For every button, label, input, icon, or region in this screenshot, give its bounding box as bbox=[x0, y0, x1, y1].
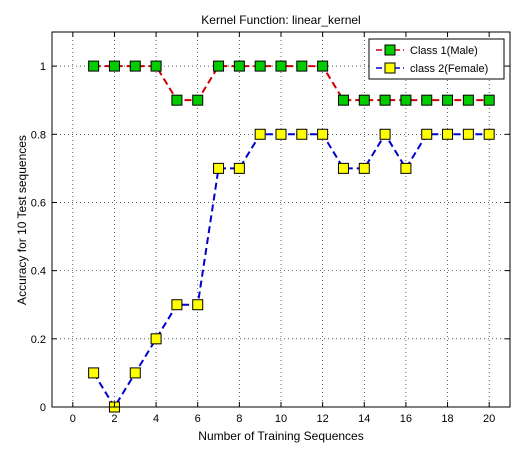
data-point-male bbox=[213, 60, 225, 72]
data-point-male bbox=[108, 60, 120, 72]
data-point-female bbox=[254, 128, 266, 140]
data-point-female bbox=[171, 299, 183, 311]
x-tick-label: 8 bbox=[236, 413, 242, 425]
chart-title: Kernel Function: linear_kernel bbox=[201, 13, 360, 27]
data-point-female bbox=[275, 128, 287, 140]
data-point-female bbox=[296, 128, 308, 140]
data-point-male bbox=[171, 94, 183, 106]
y-tick-label: 0.6 bbox=[31, 197, 46, 209]
x-axis-ticks: 0 2 4 6 8 10 12 14 16 18 20 bbox=[70, 32, 495, 425]
x-tick-label: 4 bbox=[153, 413, 159, 425]
data-point-male bbox=[296, 60, 308, 72]
data-point-male bbox=[421, 94, 433, 106]
data-point-male bbox=[233, 60, 245, 72]
data-point-male bbox=[483, 94, 495, 106]
data-point-female bbox=[442, 128, 454, 140]
data-point-male bbox=[358, 94, 370, 106]
data-point-female bbox=[483, 128, 495, 140]
data-point-female bbox=[88, 367, 100, 379]
data-point-female bbox=[317, 128, 329, 140]
x-tick-label: 10 bbox=[275, 413, 287, 425]
data-point-male bbox=[337, 94, 349, 106]
y-tick-label: 0.8 bbox=[31, 129, 46, 141]
x-axis-label: Number of Training Sequences bbox=[198, 429, 363, 443]
data-point-male bbox=[462, 94, 474, 106]
data-point-female bbox=[421, 128, 433, 140]
x-tick-label: 16 bbox=[400, 413, 412, 425]
legend-marker-female bbox=[384, 62, 396, 74]
y-tick-label: 0 bbox=[40, 402, 46, 414]
data-point-female bbox=[337, 162, 349, 174]
legend: Class 1(Male) class 2(Female) bbox=[368, 38, 505, 80]
data-point-male bbox=[317, 60, 329, 72]
legend-label-male: Class 1(Male) bbox=[410, 45, 478, 57]
x-tick-label: 0 bbox=[70, 413, 76, 425]
data-point-female bbox=[129, 367, 141, 379]
x-tick-label: 12 bbox=[317, 413, 329, 425]
x-tick-label: 14 bbox=[358, 413, 370, 425]
data-point-male bbox=[379, 94, 391, 106]
series-line-female bbox=[92, 132, 490, 409]
y-axis-ticks: 0 0.2 0.4 0.6 0.8 1 bbox=[31, 61, 510, 414]
data-point-male bbox=[192, 94, 204, 106]
data-point-female bbox=[213, 162, 225, 174]
data-point-female bbox=[462, 128, 474, 140]
x-tick-label: 2 bbox=[111, 413, 117, 425]
legend-label-female: class 2(Female) bbox=[410, 63, 488, 75]
data-point-female bbox=[379, 128, 391, 140]
data-point-male bbox=[88, 60, 100, 72]
data-point-female bbox=[233, 162, 245, 174]
data-point-male bbox=[254, 60, 266, 72]
x-tick-label: 6 bbox=[195, 413, 201, 425]
data-point-male bbox=[275, 60, 287, 72]
data-point-female bbox=[400, 162, 412, 174]
data-point-male bbox=[442, 94, 454, 106]
data-point-male bbox=[150, 60, 162, 72]
data-point-female bbox=[150, 333, 162, 345]
x-tick-label: 18 bbox=[441, 413, 453, 425]
y-axis-label: Accuracy for 10 Test sequences bbox=[15, 135, 29, 305]
x-tick-label: 20 bbox=[483, 413, 495, 425]
y-tick-label: 0.2 bbox=[31, 334, 46, 346]
y-tick-label: 1 bbox=[40, 61, 46, 73]
data-point-female bbox=[192, 299, 204, 311]
data-point-female bbox=[358, 162, 370, 174]
data-point-male bbox=[129, 60, 141, 72]
y-tick-label: 0.4 bbox=[31, 266, 46, 278]
legend-marker-male bbox=[384, 44, 396, 56]
data-point-male bbox=[400, 94, 412, 106]
